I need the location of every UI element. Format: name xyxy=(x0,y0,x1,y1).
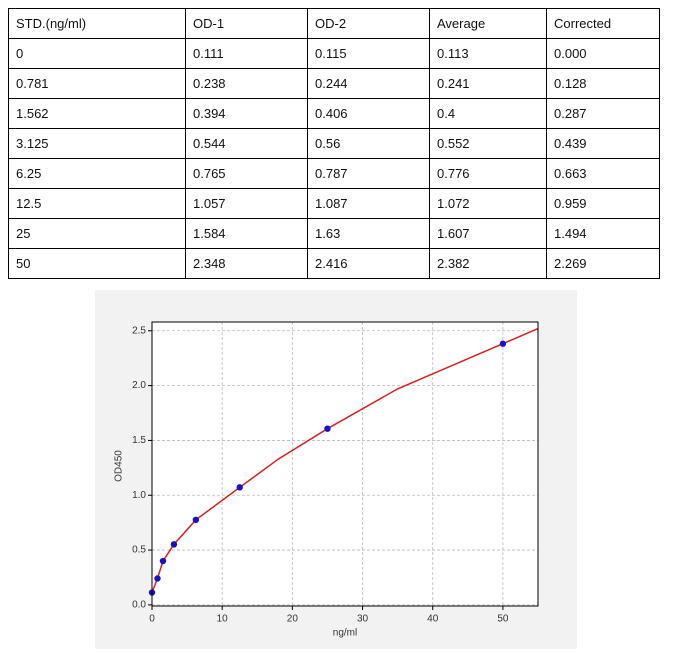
y-tick-label: 0.5 xyxy=(132,545,146,556)
table-cell: 50 xyxy=(8,248,186,279)
y-tick-label: 1.0 xyxy=(132,490,146,501)
table-cell: 12.5 xyxy=(8,188,186,219)
data-point xyxy=(159,557,167,565)
x-tick-label: 20 xyxy=(287,614,299,625)
table-cell: Corrected xyxy=(546,8,660,39)
table-cell: 0.552 xyxy=(429,128,547,159)
data-point xyxy=(324,425,331,432)
y-tick-label: 1.5 xyxy=(132,435,146,446)
y-axis-label: OD450 xyxy=(114,450,125,482)
x-tick-label: 30 xyxy=(357,614,369,625)
table-cell: 1.63 xyxy=(307,218,430,249)
table-cell: 6.25 xyxy=(8,158,186,189)
y-tick-label: 0.0 xyxy=(132,600,146,611)
table-row: 6.25 0.765 0.787 0.776 0.663 xyxy=(8,158,660,189)
x-tick-label: 0 xyxy=(149,614,155,625)
table-cell: 0.765 xyxy=(185,158,308,189)
table-cell: 0.56 xyxy=(307,128,430,159)
table-cell: 0.776 xyxy=(429,158,547,189)
table-cell: 0.244 xyxy=(307,68,430,99)
table-cell: 0.128 xyxy=(546,68,660,99)
table-cell: 1.072 xyxy=(429,188,547,219)
table-cell: 0.959 xyxy=(546,188,660,219)
header-row: STD.(ng/ml) OD-1 OD-2 Average Corrected xyxy=(8,8,660,39)
table-cell: 0.287 xyxy=(546,98,660,129)
table-cell: 0.781 xyxy=(8,68,186,99)
table-cell: 0.406 xyxy=(307,98,430,129)
table-cell: 0.115 xyxy=(307,38,430,69)
table-cell: 0.238 xyxy=(185,68,308,99)
table-cell: 0.241 xyxy=(429,68,547,99)
x-axis-label: ng/ml xyxy=(333,628,357,639)
data-point xyxy=(236,484,243,491)
table-cell: 0 xyxy=(8,38,186,69)
table-row: 50 2.348 2.416 2.382 2.269 xyxy=(8,248,660,279)
data-point xyxy=(154,575,161,582)
table-cell: 2.348 xyxy=(185,248,308,279)
table-cell: 1.584 xyxy=(185,218,308,249)
table-cell: 1.494 xyxy=(546,218,660,249)
table-cell: 0.113 xyxy=(429,38,547,69)
y-tick-label: 2.0 xyxy=(132,380,146,391)
table-row: 25 1.584 1.63 1.607 1.494 xyxy=(8,218,660,249)
table-cell: 0.439 xyxy=(546,128,660,159)
table-row: 0 0.111 0.115 0.113 0.000 xyxy=(8,38,660,69)
data-table: STD.(ng/ml) OD-1 OD-2 Average Corrected 0 0.11… xyxy=(8,8,660,279)
y-tick-label: 2.5 xyxy=(132,325,146,336)
table-row: 3.125 0.544 0.56 0.552 0.439 xyxy=(8,128,660,159)
table-row: 1.562 0.394 0.406 0.4 0.287 xyxy=(8,98,660,129)
table-cell: 2.382 xyxy=(429,248,547,279)
table-cell: 1.607 xyxy=(429,218,547,249)
table-cell: OD-2 xyxy=(307,8,430,39)
x-tick-label: 10 xyxy=(217,614,229,625)
data-point xyxy=(192,516,200,524)
table-cell: 1.057 xyxy=(185,188,308,219)
data-point xyxy=(499,340,507,347)
chart: ng/ml OD450 0.0 0.5 1.0 1.5 2.0 2.5 0 10 20 30 40 5… xyxy=(114,321,539,639)
x-tick-label: 40 xyxy=(427,614,439,625)
data-point xyxy=(170,541,178,548)
plot-area xyxy=(152,322,538,606)
table-cell: 3.125 xyxy=(8,128,186,159)
table-cell: 0.787 xyxy=(307,158,430,189)
table-row: 12.5 1.057 1.087 1.072 0.959 xyxy=(8,188,660,219)
table-cell: 0.544 xyxy=(185,128,308,159)
table-cell: 1.087 xyxy=(307,188,430,219)
table-cell: 0.394 xyxy=(185,98,308,129)
table-cell: 0.000 xyxy=(546,38,660,69)
table-cell: STD.(ng/ml) xyxy=(8,8,186,39)
table-cell: Average xyxy=(429,8,547,39)
table-cell: 0.4 xyxy=(429,98,547,129)
table-cell: 0.111 xyxy=(185,38,308,69)
table-cell: 0.663 xyxy=(546,158,660,189)
table-row: 0.781 0.238 0.244 0.241 0.128 xyxy=(8,68,660,99)
table-cell: 1.562 xyxy=(8,98,186,129)
table-cell: 2.416 xyxy=(307,248,430,279)
table-cell: 25 xyxy=(8,218,186,249)
plot-frame xyxy=(151,321,539,607)
table-cell: 2.269 xyxy=(546,248,660,279)
x-tick-label: 50 xyxy=(497,614,509,625)
table-cell: OD-1 xyxy=(185,8,308,39)
chart-panel: ng/ml OD450 0.0 0.5 1.0 1.5 2.0 2.5 0 10 20 30 40 5… xyxy=(95,290,577,649)
